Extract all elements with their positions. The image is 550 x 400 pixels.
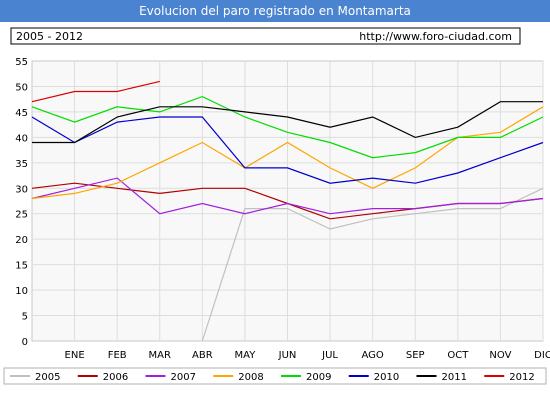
y-tick-label: 40 xyxy=(15,133,28,144)
y-tick-label: 10 xyxy=(15,286,28,297)
series-line-2010 xyxy=(31,116,544,184)
series-line-2005 xyxy=(201,187,544,342)
y-tick-label: 55 xyxy=(15,57,28,68)
legend: 2005 2006 2007 2008 2009 2010 2011 2012 xyxy=(10,372,535,383)
x-tick-label: ENE xyxy=(65,350,85,361)
x-tick-label: JUN xyxy=(278,350,297,361)
x-tick-label: ABR xyxy=(192,350,213,361)
legend-label-2009: 2009 xyxy=(306,372,331,383)
y-axis: 0 5 10 15 20 25 30 35 40 45 50 55 xyxy=(15,57,28,348)
y-tick-label: 15 xyxy=(15,261,28,272)
y-tick-label: 45 xyxy=(15,108,28,119)
legend-label-2011: 2011 xyxy=(442,372,467,383)
period-label: 2005 - 2012 xyxy=(16,30,83,43)
y-tick-label: 35 xyxy=(15,159,28,170)
x-tick-label: AGO xyxy=(362,350,384,361)
legend-label-2012: 2012 xyxy=(509,372,534,383)
chart-title: Evolucion del paro registrado en Montama… xyxy=(139,4,411,18)
x-tick-label: JUL xyxy=(321,350,338,361)
y-tick-label: 0 xyxy=(22,337,28,348)
y-tick-label: 25 xyxy=(15,210,28,221)
series-line-2009 xyxy=(31,95,544,159)
legend-label-2008: 2008 xyxy=(238,372,263,383)
x-tick-label: DIC xyxy=(534,350,550,361)
x-tick-label: FEB xyxy=(108,350,127,361)
y-tick-label: 30 xyxy=(15,184,28,195)
legend-label-2005: 2005 xyxy=(35,372,60,383)
legend-box xyxy=(3,367,547,385)
x-tick-label: OCT xyxy=(447,350,469,361)
y-tick-label: 50 xyxy=(15,82,28,93)
x-tick-label: SEP xyxy=(406,350,425,361)
series-line-2011 xyxy=(32,101,543,144)
x-axis: ENE FEB MAR ABR MAY JUN JUL AGO SEP OCT NOV DIC xyxy=(65,350,550,361)
source-url[interactable]: http://www.foro-ciudad.com xyxy=(359,30,512,43)
legend-label-2007: 2007 xyxy=(171,372,196,383)
y-tick-label: 20 xyxy=(15,235,28,246)
x-tick-label: NOV xyxy=(489,350,511,361)
x-tick-label: MAY xyxy=(235,350,257,361)
legend-label-2006: 2006 xyxy=(103,372,128,383)
x-tick-label: MAR xyxy=(149,350,171,361)
subtitle-bar xyxy=(10,27,521,45)
y-tick-label: 5 xyxy=(22,312,28,323)
legend-label-2010: 2010 xyxy=(374,372,399,383)
title-bar xyxy=(0,0,550,22)
series-line-2012 xyxy=(31,80,160,103)
series-line-2007 xyxy=(31,177,544,215)
series-lines xyxy=(31,80,544,342)
grid xyxy=(32,61,544,341)
